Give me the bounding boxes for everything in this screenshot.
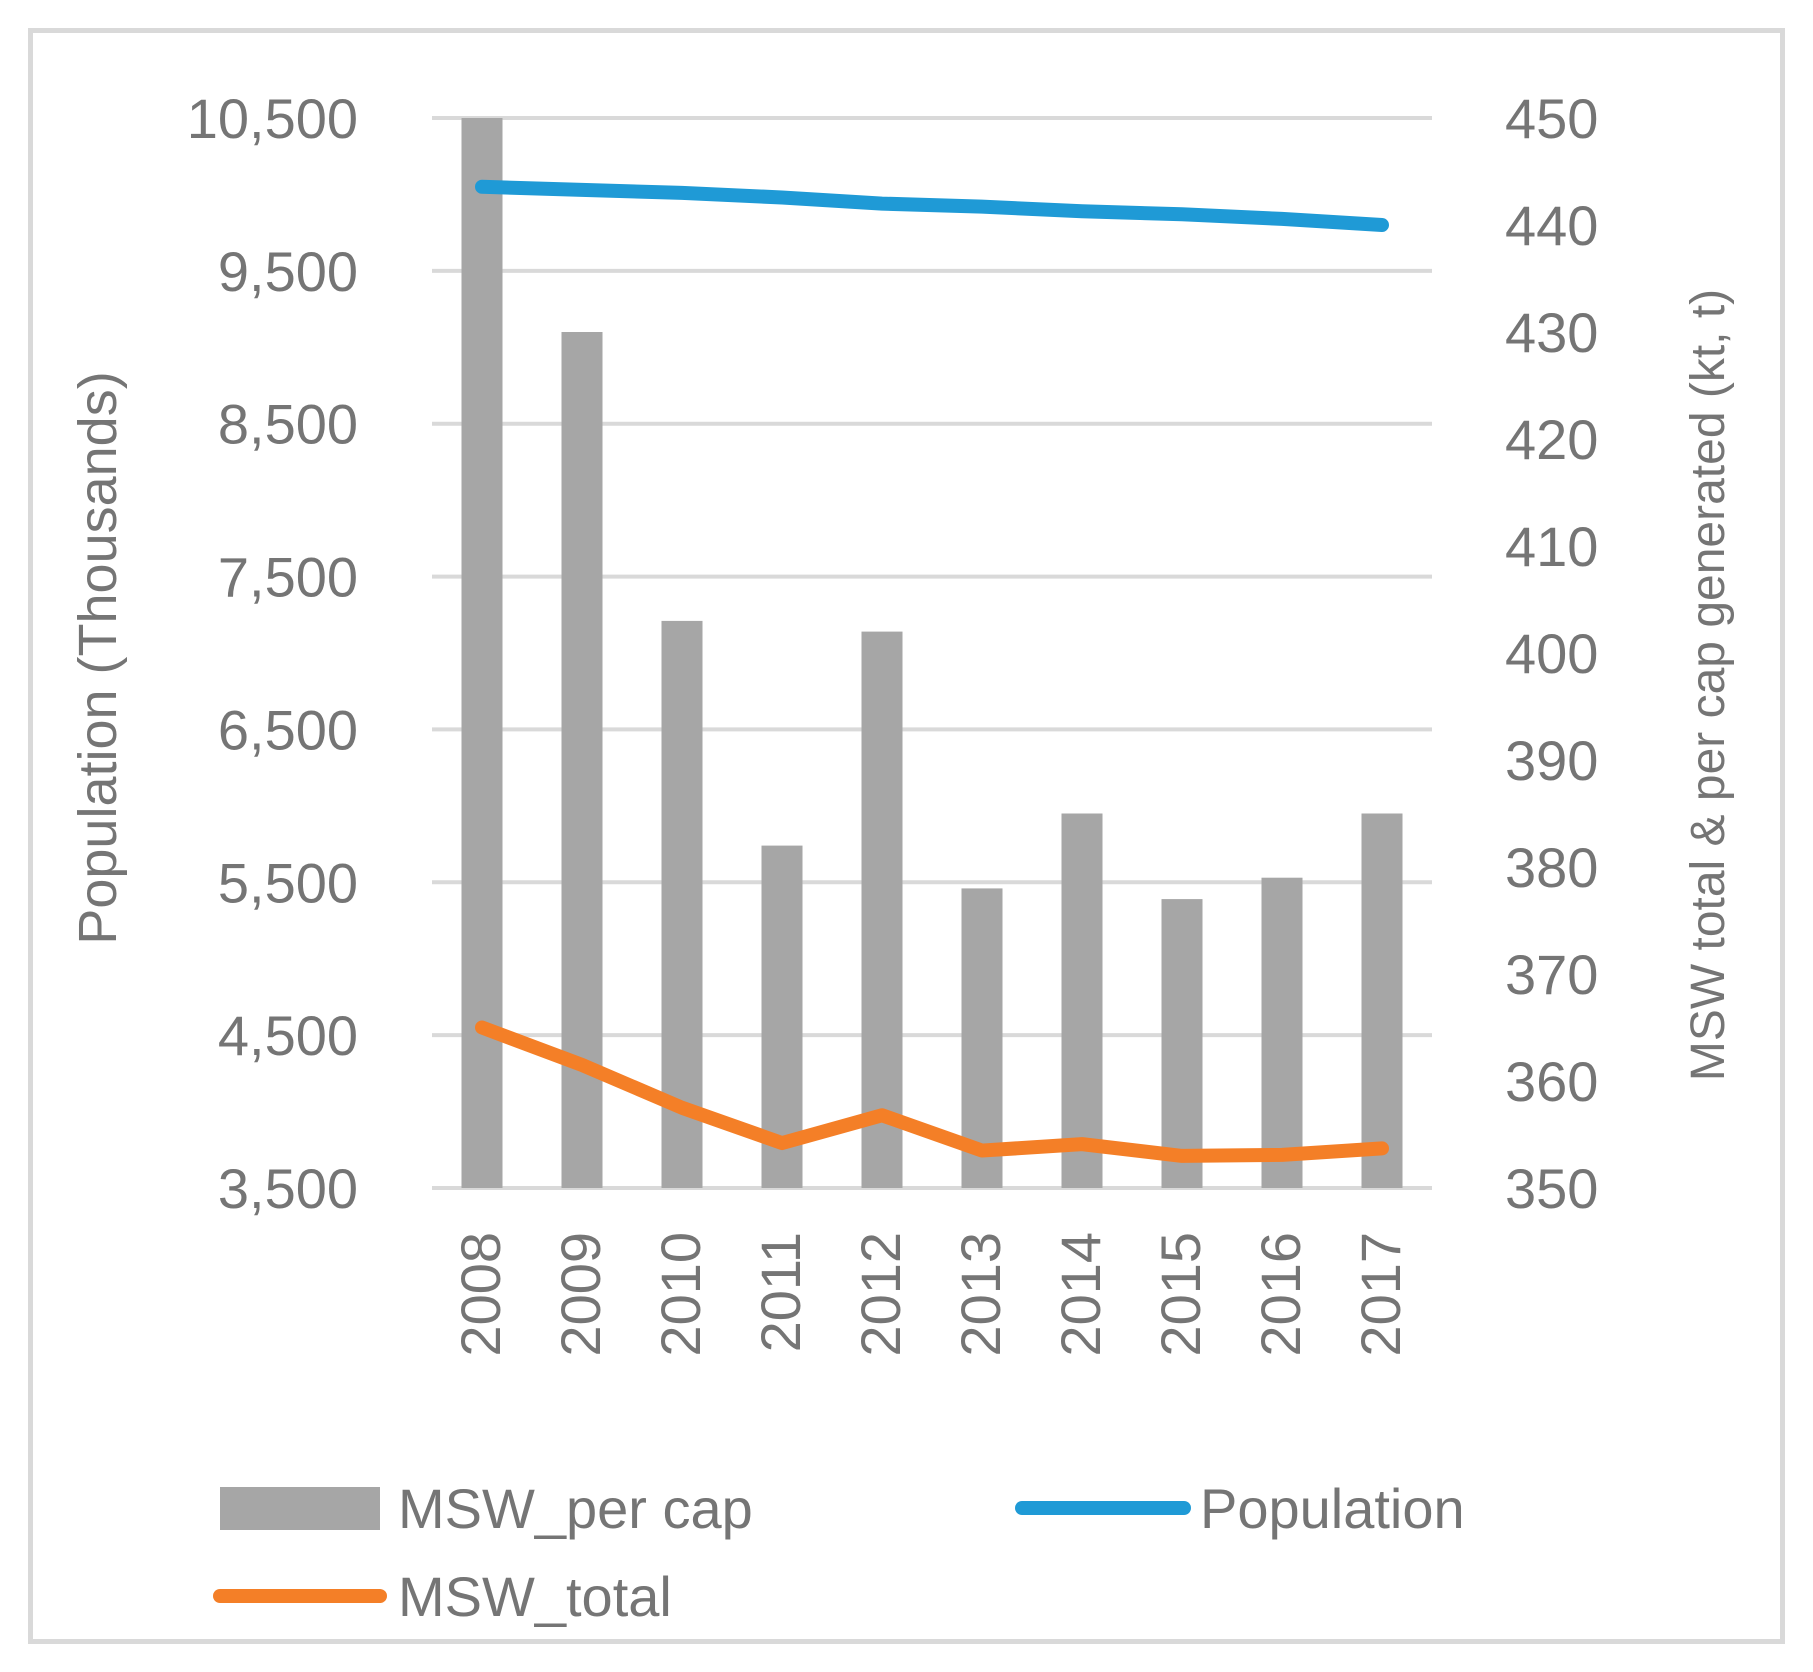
- right-tick-label: 370: [1505, 943, 1598, 1006]
- legend-label-msw-per-cap: MSW_per cap: [398, 1477, 753, 1540]
- line-population: [475, 179, 1389, 232]
- legend-label-population: Population: [1200, 1477, 1465, 1540]
- right-tick-label: 450: [1505, 87, 1598, 150]
- x-tick-label: 2015: [1149, 1232, 1212, 1357]
- bar-msw-per-cap-2016: [1261, 877, 1303, 1188]
- x-tick-label: 2012: [849, 1232, 912, 1357]
- chart-frame: [28, 28, 1785, 1644]
- x-tick-label: 2013: [949, 1232, 1012, 1357]
- right-axis-title: MSW total & per cap generated (kt, t): [1682, 289, 1735, 1081]
- bar-msw-per-cap-2017: [1361, 813, 1403, 1188]
- left-tick-label: 7,500: [218, 546, 358, 609]
- right-tick-label: 440: [1505, 194, 1598, 257]
- lines: [475, 179, 1389, 1163]
- bar-msw-per-cap-2015: [1161, 899, 1203, 1188]
- right-tick-label: 420: [1505, 408, 1598, 471]
- right-tick-label: 380: [1505, 836, 1598, 899]
- line-msw-total: [475, 1020, 1389, 1163]
- right-tick-label: 360: [1505, 1050, 1598, 1113]
- right-tick-label: 350: [1505, 1157, 1598, 1220]
- left-axis-title: Population (Thousands): [68, 371, 128, 944]
- left-tick-label: 3,500: [218, 1157, 358, 1220]
- legend: MSW_per cap Population MSW_total: [213, 1477, 1465, 1628]
- right-tick-label: 390: [1505, 729, 1598, 792]
- left-tick-label: 10,500: [187, 87, 358, 150]
- bar-msw-per-cap-2010: [661, 620, 703, 1188]
- left-axis-ticks: 10,500 9,500 8,500 7,500 6,500 5,500 4,500 3,50…: [187, 87, 358, 1220]
- x-axis-ticks: 2008 2009 2010 2011 2012 2013 2014 2015 2016 2017: [449, 1232, 1412, 1357]
- left-tick-label: 5,500: [218, 851, 358, 914]
- left-tick-label: 8,500: [218, 393, 358, 456]
- x-tick-label: 2010: [649, 1232, 712, 1357]
- bar-msw-per-cap-2013: [961, 888, 1003, 1188]
- right-axis-ticks: 450 440 430 420 410 400 390 380 370 360 350: [1505, 87, 1598, 1220]
- bar-msw-per-cap-2012: [861, 631, 903, 1188]
- bar-msw-per-cap-2014: [1061, 813, 1103, 1188]
- right-tick-label: 400: [1505, 622, 1598, 685]
- x-tick-label: 2011: [749, 1232, 812, 1352]
- bars: [461, 118, 1403, 1188]
- x-tick-label: 2014: [1049, 1232, 1112, 1357]
- left-tick-label: 9,500: [218, 240, 358, 303]
- right-tick-label: 410: [1505, 515, 1598, 578]
- right-tick-label: 430: [1505, 301, 1598, 364]
- bar-msw-per-cap-2009: [561, 332, 603, 1188]
- left-tick-label: 4,500: [218, 1004, 358, 1067]
- x-tick-label: 2016: [1249, 1232, 1312, 1357]
- x-tick-label: 2017: [1349, 1232, 1412, 1357]
- left-tick-label: 6,500: [218, 698, 358, 761]
- x-tick-label: 2009: [549, 1232, 612, 1357]
- legend-swatch-msw-per-cap: [220, 1487, 380, 1530]
- bar-msw-per-cap-2008: [461, 118, 503, 1188]
- x-tick-label: 2008: [449, 1232, 512, 1357]
- legend-label-msw-total: MSW_total: [398, 1565, 672, 1628]
